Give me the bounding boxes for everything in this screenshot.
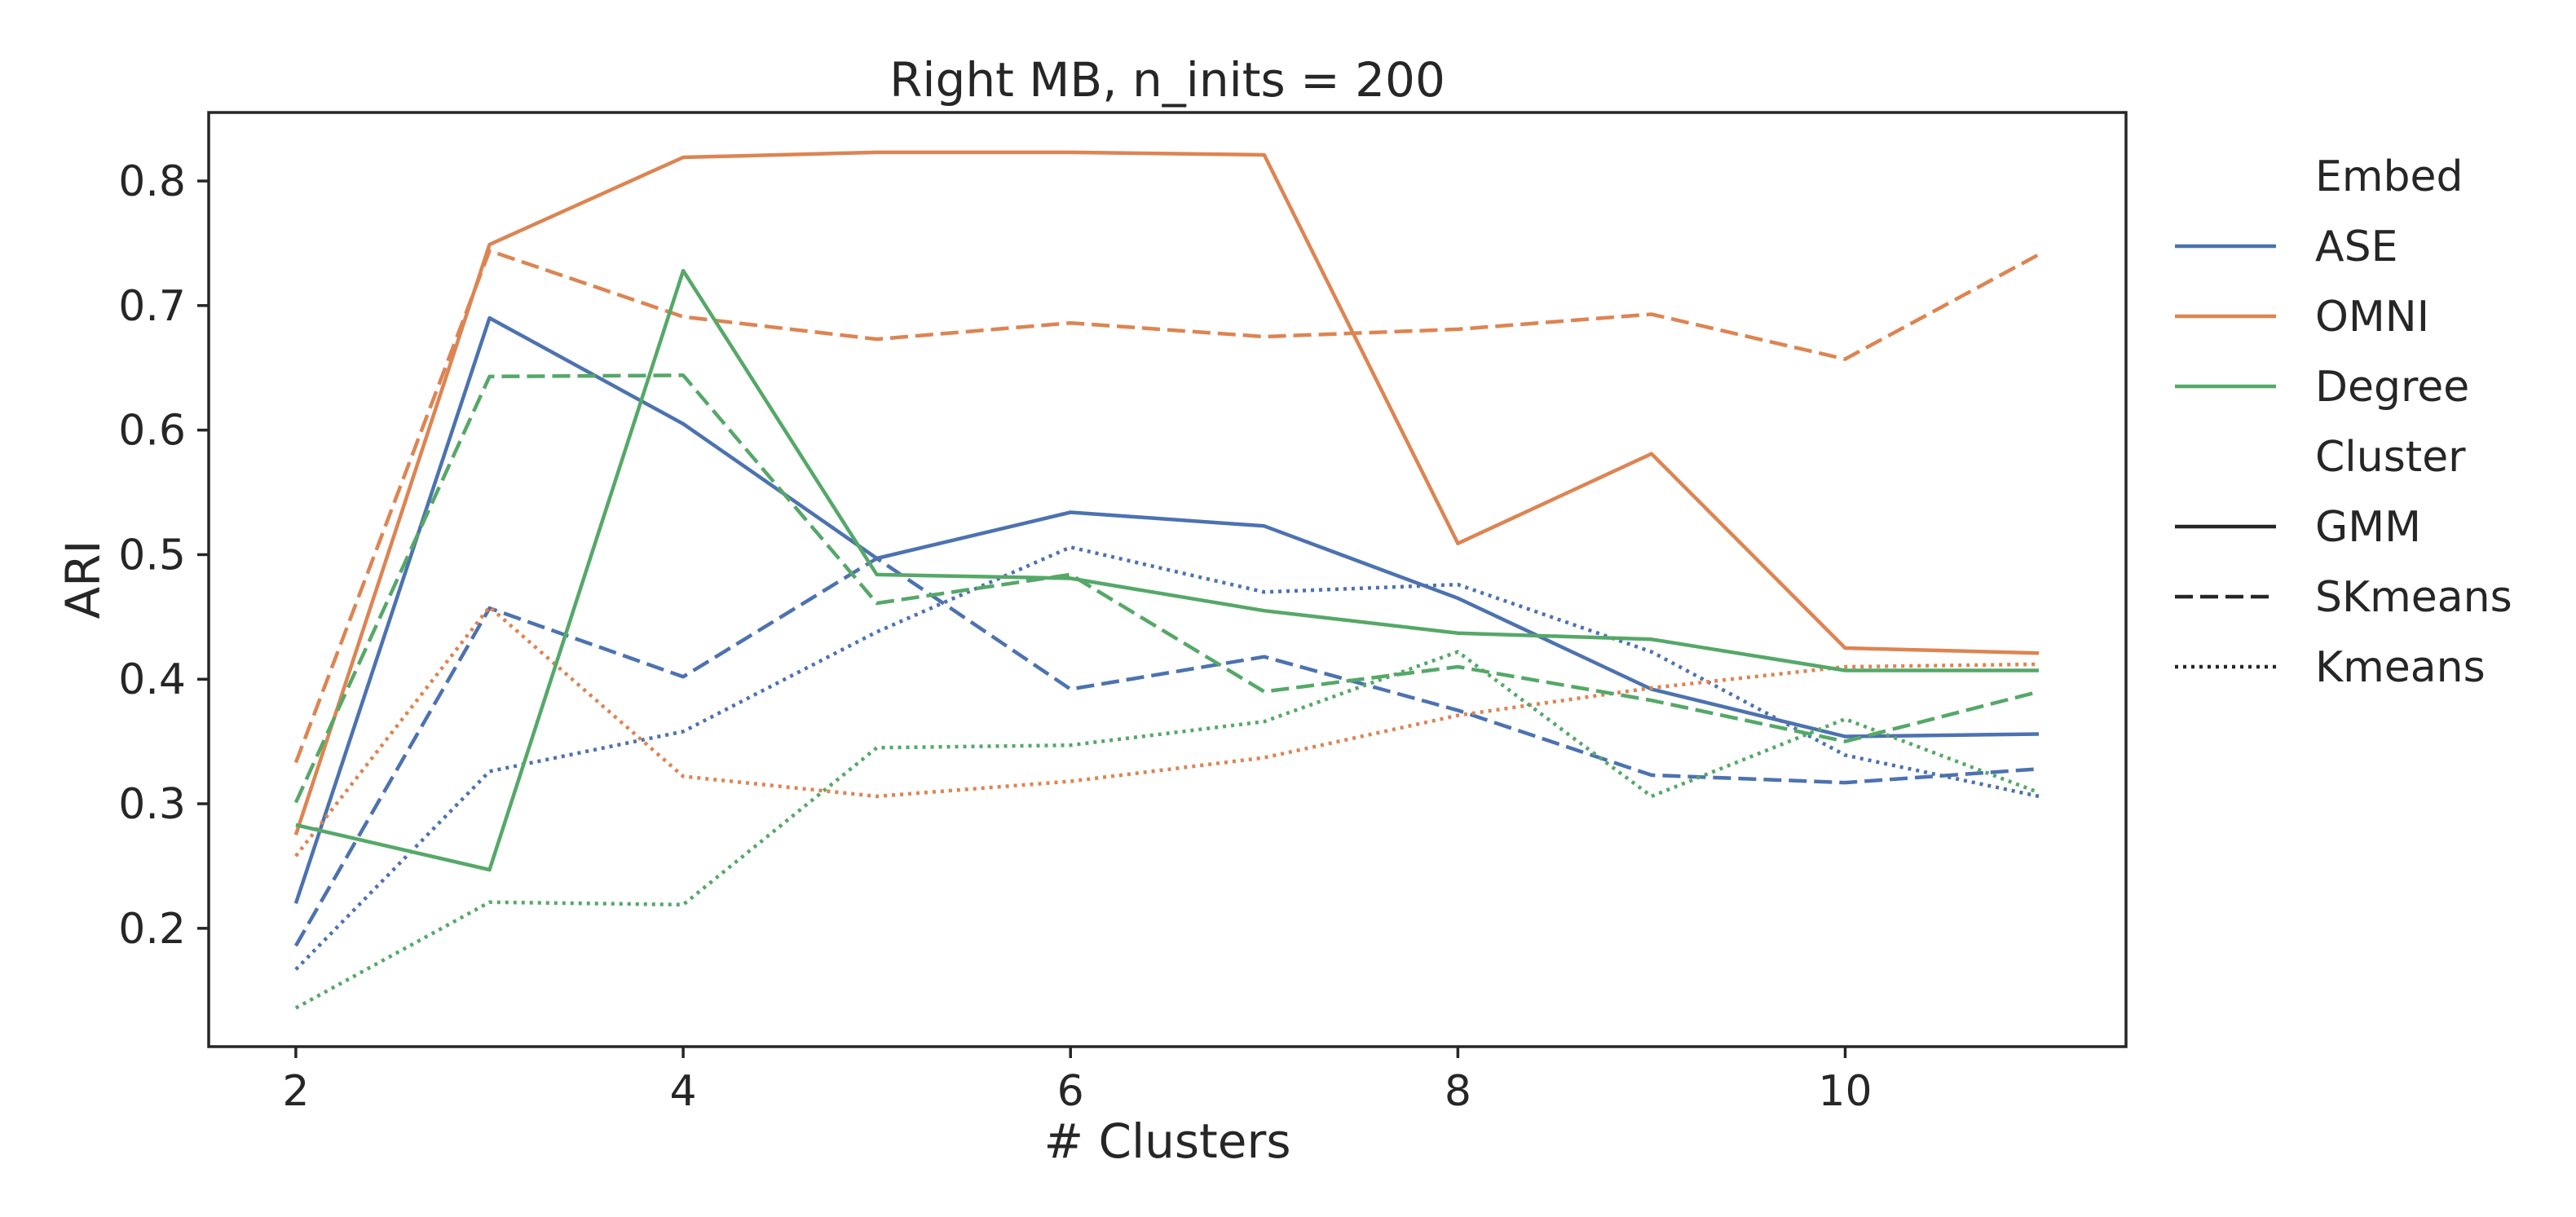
series-line-degree-kmeans — [294, 650, 2040, 1010]
series-line-ase-gmm — [293, 315, 2040, 905]
plot-frame — [207, 111, 2128, 1048]
y-tick-label: 0.4 — [118, 655, 186, 704]
y-tick-label: 0.6 — [118, 407, 186, 456]
series-line-degree-gmm — [295, 268, 2040, 872]
legend-label-gmm: GMM — [2315, 503, 2421, 552]
x-tick-label: 4 — [670, 1067, 697, 1116]
legend-title-embed: Embed — [2315, 152, 2464, 201]
x-axis: 2 4 6 8 10 — [282, 1047, 1872, 1116]
x-tick-label: 6 — [1057, 1067, 1084, 1116]
y-axis: 0.2 0.3 0.4 0.5 0.6 0.7 0.8 — [118, 157, 209, 954]
x-tick-label: 8 — [1445, 1067, 1471, 1116]
legend-label-skmeans: SKmeans — [2315, 573, 2512, 622]
y-tick-label: 0.3 — [118, 780, 186, 829]
legend-label-ase: ASE — [2315, 223, 2397, 271]
legend-label-degree: Degree — [2315, 363, 2469, 412]
legend-title-cluster: Cluster — [2315, 433, 2466, 482]
x-tick-label: 10 — [1818, 1067, 1872, 1116]
legend: Embed ASE OMNI Degree Cluster GMM SKmeans Kmean… — [2175, 152, 2512, 692]
series-layer — [293, 150, 2040, 1010]
chart-title: Right MB, n_inits = 200 — [889, 52, 1445, 108]
series-line-ase-skmeans — [293, 556, 2040, 947]
legend-label-kmeans: Kmeans — [2315, 643, 2486, 692]
series-line-degree-skmeans — [293, 373, 2040, 804]
y-tick-label: 0.7 — [118, 282, 186, 331]
x-tick-label: 2 — [282, 1067, 309, 1116]
y-tick-label: 0.5 — [118, 531, 186, 580]
y-tick-label: 0.8 — [118, 157, 186, 206]
series-line-omni-skmeans — [293, 249, 2040, 764]
y-axis-title: ARI — [55, 540, 111, 619]
series-line-omni-gmm — [293, 150, 2040, 836]
legend-label-omni: OMNI — [2315, 293, 2429, 342]
y-tick-label: 0.2 — [118, 905, 186, 954]
x-axis-title: # Clusters — [1043, 1113, 1290, 1169]
series-line-ase-kmeans — [294, 545, 2040, 971]
series-line-omni-kmeans — [294, 605, 2040, 858]
